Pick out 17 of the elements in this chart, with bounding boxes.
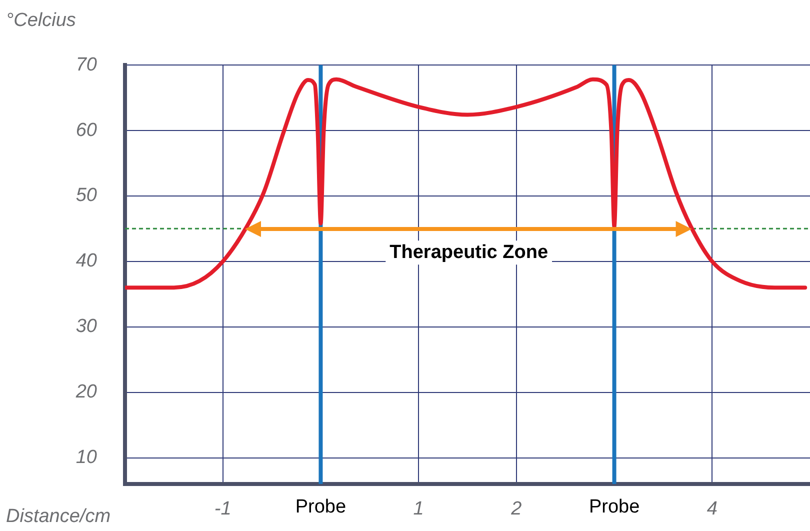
x-tick-label: 2 bbox=[510, 498, 522, 520]
ref-line-label: Probe bbox=[295, 496, 346, 518]
y-tick-label: 30 bbox=[76, 316, 98, 338]
x-tick-label: 1 bbox=[413, 498, 424, 520]
y-tick-label: 60 bbox=[76, 120, 98, 141]
y-tick-label: 20 bbox=[74, 382, 98, 403]
y-tick-label: 70 bbox=[76, 54, 98, 76]
x-tick-label: -1 bbox=[214, 498, 232, 520]
y-tick-label: 40 bbox=[76, 250, 98, 272]
y-tick-label: 10 bbox=[76, 447, 98, 468]
ref-line-label: Probe bbox=[588, 496, 640, 518]
x-tick-label: 4 bbox=[706, 498, 718, 520]
y-tick-label: 50 bbox=[76, 185, 98, 206]
y-axis-title: °Celcius bbox=[6, 10, 76, 32]
annotation: Therapeutic Zone bbox=[390, 242, 548, 263]
x-axis-title: Distance/cm bbox=[6, 506, 111, 528]
line-series bbox=[125, 77, 808, 290]
